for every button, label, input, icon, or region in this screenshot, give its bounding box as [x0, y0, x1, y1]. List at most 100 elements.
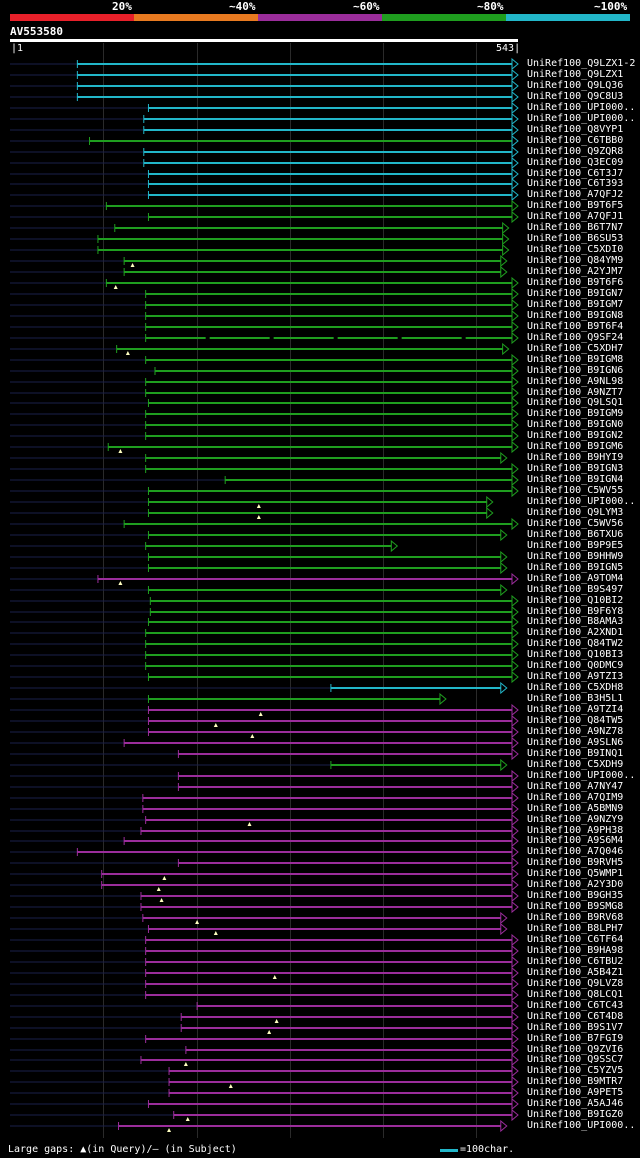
hit-label[interactable]: UniRef100_Q10BI3 — [527, 649, 624, 660]
hit-row[interactable] — [10, 364, 519, 378]
hit-row[interactable] — [10, 539, 399, 553]
hit-label[interactable]: UniRef100_C6TBU2 — [527, 956, 624, 967]
hit-row[interactable] — [10, 889, 519, 903]
hit-label[interactable]: UniRef100_A9SLN6 — [527, 737, 624, 748]
hit-row[interactable] — [10, 188, 519, 202]
hit-row[interactable] — [10, 331, 519, 345]
hit-label[interactable]: UniRef100_B9IGM6 — [527, 441, 624, 452]
hit-label[interactable]: UniRef100_UPI000.. — [527, 113, 636, 124]
hit-row[interactable] — [10, 747, 519, 761]
hit-row[interactable] — [10, 977, 519, 991]
hit-label[interactable]: UniRef100_B7FGI9 — [527, 1033, 624, 1044]
hit-row[interactable] — [10, 342, 510, 356]
hit-row[interactable] — [10, 681, 508, 695]
hit-row[interactable] — [10, 999, 519, 1013]
hit-row[interactable] — [10, 309, 519, 323]
hit-row[interactable] — [10, 418, 519, 432]
hit-label[interactable]: UniRef100_C5XDI0 — [527, 244, 624, 255]
hit-row[interactable] — [10, 813, 519, 827]
hit-row[interactable] — [10, 57, 519, 71]
hit-row[interactable] — [10, 265, 508, 279]
hit-row[interactable] — [10, 856, 519, 870]
hit-label[interactable]: UniRef100_A2Y3D0 — [527, 879, 624, 890]
hit-label[interactable]: UniRef100_Q9SSC7 — [527, 1054, 624, 1065]
hit-row[interactable] — [10, 736, 519, 750]
hit-label[interactable]: UniRef100_UPI000.. — [527, 1120, 636, 1131]
hit-label[interactable]: UniRef100_Q84YM9 — [527, 255, 624, 266]
hit-row[interactable] — [10, 221, 510, 235]
hit-row[interactable] — [10, 396, 519, 410]
hit-row[interactable] — [10, 1097, 519, 1111]
hit-row[interactable] — [10, 725, 519, 739]
hit-label[interactable]: UniRef100_B9IGM7 — [527, 299, 624, 310]
hit-label[interactable]: UniRef100_UPI000.. — [527, 496, 636, 507]
hit-label[interactable]: UniRef100_Q9LYM3 — [527, 507, 624, 518]
hit-label[interactable]: UniRef100_UPI000.. — [527, 770, 636, 781]
hit-label[interactable]: UniRef100_A9NL98 — [527, 376, 624, 387]
hit-row[interactable] — [10, 615, 519, 629]
hit-row[interactable] — [10, 112, 519, 126]
hit-row[interactable] — [10, 780, 519, 794]
hit-row[interactable] — [10, 791, 519, 805]
hit-row[interactable] — [10, 1032, 519, 1046]
hit-row[interactable] — [10, 605, 519, 619]
hit-label[interactable]: UniRef100_A9TZI4 — [527, 704, 624, 715]
hit-label[interactable]: UniRef100_Q84TW2 — [527, 638, 624, 649]
hit-label[interactable]: UniRef100_Q0DMC9 — [527, 660, 624, 671]
hit-row[interactable] — [10, 167, 519, 181]
hit-row[interactable] — [10, 199, 519, 213]
hit-label[interactable]: UniRef100_C6TBB0 — [527, 135, 624, 146]
hit-label[interactable]: UniRef100_C6T4D8 — [527, 1011, 624, 1022]
hit-row[interactable] — [10, 648, 519, 662]
hit-label[interactable]: UniRef100_Q9LQ36 — [527, 80, 624, 91]
hit-row[interactable] — [10, 68, 519, 82]
hit-label[interactable]: UniRef100_C6TF64 — [527, 934, 624, 945]
hit-label[interactable]: UniRef100_B9S1V7 — [527, 1022, 624, 1033]
hit-row[interactable] — [10, 703, 519, 717]
hit-label[interactable]: UniRef100_C5XDH8 — [527, 682, 624, 693]
hit-row[interactable] — [10, 692, 447, 706]
hit-row[interactable] — [10, 386, 519, 400]
hit-label[interactable]: UniRef100_A5BMN9 — [527, 803, 624, 814]
hit-label[interactable]: UniRef100_A9PET5 — [527, 1087, 624, 1098]
hit-row[interactable] — [10, 177, 519, 191]
hit-row[interactable] — [10, 1064, 519, 1078]
hit-row[interactable] — [10, 550, 508, 564]
hit-label[interactable]: UniRef100_A9NZT7 — [527, 387, 624, 398]
hit-row[interactable] — [10, 156, 519, 170]
hit-label[interactable]: UniRef100_A9NZ78 — [527, 726, 624, 737]
hit-label[interactable]: UniRef100_C5WV56 — [527, 518, 624, 529]
hit-label[interactable]: UniRef100_B9IGZ0 — [527, 1109, 624, 1120]
hit-label[interactable]: UniRef100_B9IGN4 — [527, 474, 624, 485]
hit-label[interactable]: UniRef100_B9T6F6 — [527, 277, 624, 288]
hit-row[interactable] — [10, 495, 494, 509]
hit-row[interactable] — [10, 955, 519, 969]
hit-label[interactable]: UniRef100_C5XDH9 — [527, 759, 624, 770]
hit-label[interactable]: UniRef100_B9IGM9 — [527, 408, 624, 419]
hit-label[interactable]: UniRef100_B9IGN6 — [527, 365, 624, 376]
hit-row[interactable] — [10, 276, 519, 290]
hit-row[interactable] — [10, 232, 510, 246]
hit-label[interactable]: UniRef100_B6SU53 — [527, 233, 624, 244]
hit-label[interactable]: UniRef100_A2YJM7 — [527, 266, 624, 277]
hit-row[interactable] — [10, 769, 519, 783]
hit-label[interactable]: UniRef100_A9S6M4 — [527, 835, 624, 846]
hit-row[interactable] — [10, 1043, 519, 1057]
hit-label[interactable]: UniRef100_C5WV55 — [527, 485, 624, 496]
hit-row[interactable] — [10, 90, 519, 104]
hit-row[interactable] — [10, 670, 519, 684]
hit-label[interactable]: UniRef100_B6T7N7 — [527, 222, 624, 233]
hit-row[interactable] — [10, 1075, 519, 1089]
hit-label[interactable]: UniRef100_A9TOM4 — [527, 573, 624, 584]
hit-row[interactable] — [10, 561, 508, 575]
hit-row[interactable] — [10, 659, 519, 673]
hit-label[interactable]: UniRef100_A9NZY9 — [527, 814, 624, 825]
hit-label[interactable]: UniRef100_Q10BI2 — [527, 595, 624, 606]
hit-row[interactable] — [10, 878, 519, 892]
hit-label[interactable]: UniRef100_B9RVH5 — [527, 857, 624, 868]
hit-label[interactable]: UniRef100_B9IGN0 — [527, 419, 624, 430]
hit-row[interactable] — [10, 484, 519, 498]
hit-row[interactable] — [10, 714, 519, 728]
hit-row[interactable] — [10, 583, 508, 597]
hit-label[interactable]: UniRef100_B3H5L1 — [527, 693, 624, 704]
